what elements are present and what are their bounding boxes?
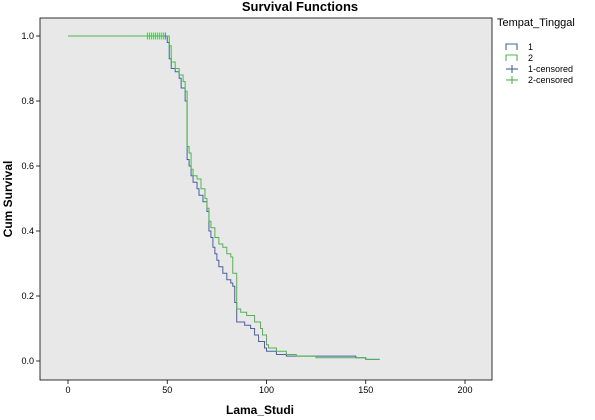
legend-label-1: 1 [528,42,533,52]
y-tick-label: 0.0 [21,356,34,366]
series-layer [68,35,380,360]
x-tick-label: 0 [65,385,70,395]
legend-label-2: 2 [528,53,533,63]
x-tick-label: 150 [358,385,373,395]
plot-area [39,17,493,381]
x-tick-label: 50 [162,385,172,395]
y-axis: 0.0 0.2 0.4 0.6 0.8 1.0 [21,31,40,366]
legend-label-1-censored: 1-censored [528,64,573,74]
y-tick-label: 0.6 [21,161,34,171]
censor-layer [146,32,166,40]
x-axis: 0 50 100 150 200 [65,380,473,395]
y-axis-title: Cum Survival [1,161,15,238]
y-tick-label: 0.8 [21,96,34,106]
y-tick-label: 1.0 [21,31,34,41]
legend-title: Tempat_Tinggal [497,17,575,29]
x-axis-title: Lama_Studi [226,403,294,417]
legend-swatch-2 [505,54,518,61]
legend-swatch-1 [505,43,518,50]
y-tick-label: 0.4 [21,226,34,236]
x-tick-label: 200 [457,385,472,395]
chart-title: Survival Functions [242,0,358,14]
series-line-2 [68,35,380,360]
y-tick-label: 0.2 [21,291,34,301]
series-line-1 [68,35,380,360]
legend-label-2-censored: 2-censored [528,75,573,85]
x-tick-label: 100 [259,385,274,395]
